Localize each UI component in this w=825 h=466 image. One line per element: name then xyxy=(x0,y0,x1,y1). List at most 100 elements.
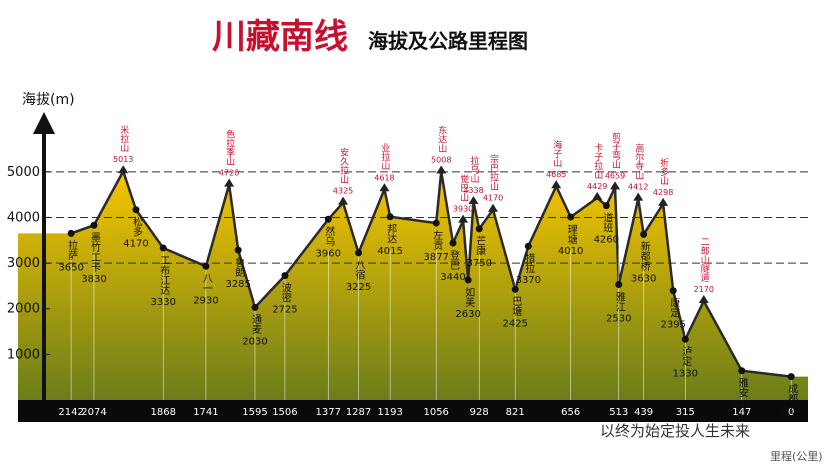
town-marker xyxy=(67,229,75,237)
town-name: 措拉 xyxy=(523,252,535,274)
peak-marker xyxy=(338,196,349,205)
x-tick-label: 147 xyxy=(732,407,751,418)
town-value: 2030 xyxy=(242,336,267,347)
peak-name: 二郎山隧道 xyxy=(699,237,710,283)
town-marker xyxy=(449,239,457,247)
x-tick-label: 1506 xyxy=(272,407,297,418)
town-marker xyxy=(159,244,167,252)
town-value: 2725 xyxy=(272,305,297,316)
town-name: 八宿 xyxy=(353,260,365,281)
town-name: 成都 xyxy=(786,383,798,404)
peak-value: 4659 xyxy=(605,171,625,180)
town-value: 1330 xyxy=(673,368,698,379)
town-marker xyxy=(615,281,623,289)
peak-marker xyxy=(118,165,129,174)
town-marker xyxy=(251,303,259,311)
x-tick-label: 315 xyxy=(676,407,695,418)
peak-name: 海子山 xyxy=(551,139,562,167)
peak-name: 觉巴山 xyxy=(458,175,469,202)
town-marker xyxy=(524,242,532,250)
town-name: 工布江达 xyxy=(158,255,170,295)
peak-value: 4429 xyxy=(587,182,607,191)
town-name: 拉萨 xyxy=(66,239,78,261)
town-marker xyxy=(669,287,677,295)
peak-name: 米拉山 xyxy=(118,124,129,152)
x-axis-label: 里程(公里) xyxy=(770,450,823,463)
x-tick-label: 1287 xyxy=(346,407,371,418)
peak-name: 高尔寺山 xyxy=(633,143,644,180)
town-value: 4015 xyxy=(377,246,402,257)
town-marker xyxy=(602,202,610,210)
town-value: 4010 xyxy=(558,246,583,257)
watermark: 以终为始定投人生未来 xyxy=(600,422,750,440)
town-name: 理塘 xyxy=(565,224,577,245)
town-name: 鲁朗 xyxy=(233,256,245,278)
town-name: 新都桥 xyxy=(638,240,650,272)
peak-marker xyxy=(379,183,390,192)
x-tick-label: 0 xyxy=(788,407,794,418)
peak-marker xyxy=(698,294,709,303)
town-marker xyxy=(132,206,140,214)
x-tick-label: 1056 xyxy=(423,407,448,418)
x-axis-bar xyxy=(18,400,808,422)
town-name: 康定 xyxy=(668,297,680,319)
y-tick-label: 2000 xyxy=(7,302,40,317)
x-tick-label: 1193 xyxy=(377,407,402,418)
town-marker xyxy=(511,285,519,293)
peak-marker xyxy=(658,197,669,206)
town-marker xyxy=(234,246,242,254)
x-tick-label: 656 xyxy=(561,407,580,418)
town-name: 八一 xyxy=(200,273,212,293)
town-value: 3630 xyxy=(631,273,656,284)
town-value: 2425 xyxy=(502,318,527,329)
peak-name: 折多山 xyxy=(658,157,669,185)
x-tick-label: 1868 xyxy=(150,407,175,418)
town-value: 3750 xyxy=(466,258,491,269)
x-tick-label: 2074 xyxy=(81,407,106,418)
y-tick-label: 5000 xyxy=(7,165,40,180)
peak-value: 4685 xyxy=(546,170,566,179)
town-marker xyxy=(281,272,289,280)
town-value: 3877 xyxy=(423,252,448,263)
x-tick-label: 513 xyxy=(609,407,628,418)
town-name: 登巴 xyxy=(448,249,460,270)
y-tick-label: 4000 xyxy=(7,210,40,225)
peak-marker xyxy=(468,196,479,205)
town-value: 641 xyxy=(732,400,751,411)
peak-value: 4338 xyxy=(463,186,483,195)
town-value: 4260 xyxy=(594,235,619,246)
town-name: 泸定 xyxy=(680,346,692,367)
town-marker xyxy=(90,221,98,229)
y-tick-label: 1000 xyxy=(7,347,40,362)
town-value: 2930 xyxy=(193,295,218,306)
town-value: 3370 xyxy=(516,275,541,286)
peak-value: 5008 xyxy=(431,155,451,164)
peak-value: 4170 xyxy=(483,194,503,203)
y-axis-label: 海拔(m) xyxy=(22,92,75,108)
town-marker xyxy=(464,276,472,284)
peak-marker xyxy=(610,181,621,190)
peak-name: 剪子弯山 xyxy=(610,131,621,168)
peak-name: 卡子拉山 xyxy=(592,142,603,179)
town-marker xyxy=(432,219,440,227)
x-tick-label: 1595 xyxy=(242,407,267,418)
town-name: 雅江 xyxy=(613,290,625,311)
peak-name: 色拉季山 xyxy=(224,129,235,166)
peak-value: 4412 xyxy=(628,183,648,192)
town-value: 2630 xyxy=(455,309,480,320)
peak-marker xyxy=(633,192,644,201)
town-marker xyxy=(324,215,332,223)
elevation-area xyxy=(18,171,808,400)
peak-marker xyxy=(458,214,469,223)
town-name: 通麦 xyxy=(250,314,262,335)
peak-marker xyxy=(436,165,447,174)
town-name: 如美 xyxy=(463,286,475,308)
town-marker xyxy=(475,225,483,233)
peak-name: 业拉山 xyxy=(379,143,390,170)
town-marker xyxy=(640,230,648,238)
x-tick-label: 1741 xyxy=(193,407,218,418)
peak-marker xyxy=(551,180,562,189)
town-marker xyxy=(386,213,394,221)
town-marker xyxy=(738,367,746,375)
